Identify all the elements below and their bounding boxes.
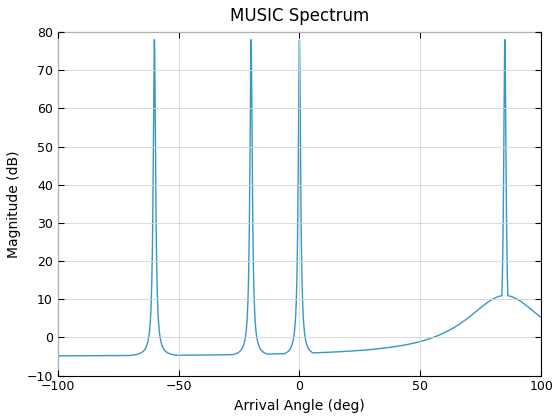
Y-axis label: Magnitude (dB): Magnitude (dB) [7, 150, 21, 257]
X-axis label: Arrival Angle (deg): Arrival Angle (deg) [234, 399, 365, 413]
Title: MUSIC Spectrum: MUSIC Spectrum [230, 7, 369, 25]
